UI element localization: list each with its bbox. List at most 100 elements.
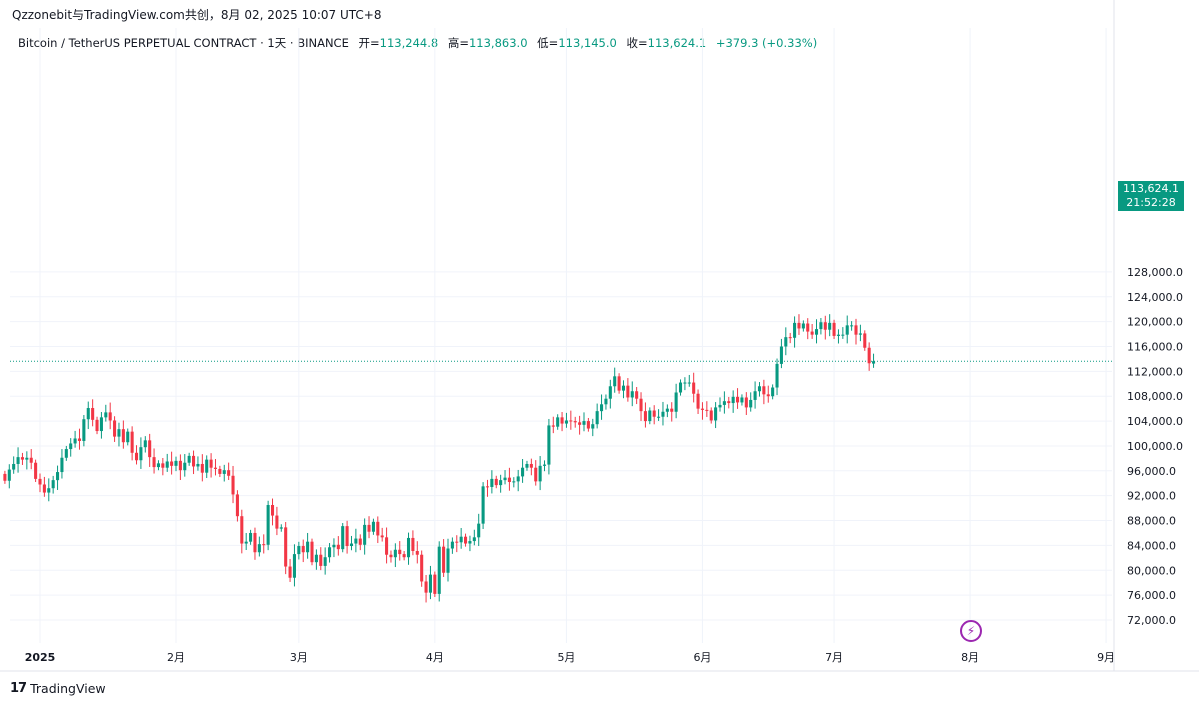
low-value: 113,145.0 bbox=[558, 36, 617, 50]
candle-body bbox=[788, 337, 792, 339]
candle bbox=[121, 420, 125, 449]
candle bbox=[310, 538, 314, 566]
candle-body bbox=[757, 386, 762, 392]
candle bbox=[240, 509, 244, 554]
candle-body bbox=[718, 404, 722, 408]
open-value: 113,244.8 bbox=[379, 36, 439, 50]
candle-body bbox=[749, 399, 753, 408]
candle bbox=[134, 445, 139, 465]
candle bbox=[687, 374, 691, 387]
candle bbox=[872, 353, 876, 368]
candle bbox=[775, 358, 779, 396]
candle bbox=[389, 550, 393, 563]
candle-body bbox=[275, 515, 279, 529]
candle bbox=[556, 414, 560, 430]
candle bbox=[284, 522, 288, 575]
candle-body bbox=[60, 457, 64, 473]
candle bbox=[863, 330, 867, 351]
candle-body bbox=[165, 461, 169, 468]
tradingview-logo[interactable]: 17 TradingView bbox=[10, 681, 106, 696]
y-tick-label: 120,000.0 bbox=[1127, 316, 1183, 329]
candle bbox=[222, 464, 226, 482]
candle-body bbox=[740, 397, 744, 403]
candle-body bbox=[34, 462, 38, 479]
candle bbox=[823, 315, 827, 340]
candle-body bbox=[819, 322, 823, 330]
candle bbox=[481, 482, 485, 529]
candle bbox=[560, 412, 564, 432]
candle bbox=[60, 449, 64, 479]
candle bbox=[512, 477, 516, 488]
candle bbox=[47, 478, 51, 502]
candle-body bbox=[525, 463, 529, 468]
candle bbox=[437, 541, 441, 602]
candle bbox=[753, 381, 757, 409]
y-tick-label: 116,000.0 bbox=[1127, 340, 1183, 353]
candle bbox=[464, 533, 468, 547]
candle bbox=[270, 498, 275, 526]
candle-body bbox=[314, 554, 318, 563]
y-tick-label: 84,000.0 bbox=[1127, 539, 1176, 552]
watermark-header: Qzzonebit与TradingView.com共创，8月 02, 2025 … bbox=[12, 8, 382, 22]
candle bbox=[292, 544, 296, 587]
high-value: 113,863.0 bbox=[468, 36, 528, 50]
candle-body bbox=[205, 459, 209, 473]
candle-body bbox=[705, 409, 709, 411]
candle bbox=[349, 535, 354, 551]
candle bbox=[117, 422, 121, 447]
candle bbox=[490, 470, 494, 494]
candle bbox=[367, 516, 371, 539]
candle bbox=[205, 455, 209, 479]
candle-body bbox=[213, 467, 218, 469]
candle bbox=[178, 454, 182, 481]
candle bbox=[99, 412, 103, 439]
candle bbox=[358, 534, 362, 551]
candle-body bbox=[507, 477, 511, 482]
y-tick-label: 96,000.0 bbox=[1127, 465, 1176, 478]
candle-body bbox=[25, 457, 29, 460]
candle bbox=[736, 388, 740, 409]
y-tick-label: 112,000.0 bbox=[1127, 365, 1183, 378]
candle bbox=[12, 456, 16, 474]
candle-body bbox=[534, 467, 538, 482]
candle bbox=[696, 389, 700, 414]
candle bbox=[174, 456, 178, 472]
axes: 128,000.0 124,000.0 120,000.0 116,000.0 112,… bbox=[0, 0, 1199, 672]
candle bbox=[810, 323, 814, 339]
candle-body bbox=[771, 387, 775, 397]
candle bbox=[420, 550, 424, 587]
candle-body bbox=[472, 537, 476, 542]
candle-body bbox=[678, 382, 683, 393]
candle bbox=[64, 445, 68, 461]
candle bbox=[73, 430, 77, 448]
candle-body bbox=[187, 455, 191, 463]
candle bbox=[428, 565, 432, 600]
symbol-name[interactable]: Bitcoin / TetherUS PERPETUAL CONTRACT · … bbox=[18, 36, 349, 50]
candle bbox=[7, 464, 11, 489]
candle bbox=[415, 541, 419, 564]
candle-body bbox=[766, 394, 770, 397]
candle bbox=[3, 470, 7, 484]
lightning-icon[interactable]: ⚡ bbox=[960, 620, 982, 642]
candle bbox=[262, 534, 266, 554]
candle bbox=[161, 458, 165, 476]
candle-body bbox=[363, 524, 367, 545]
y-tick-label: 72,000.0 bbox=[1127, 614, 1176, 627]
candle-body bbox=[393, 549, 397, 558]
candle bbox=[455, 535, 459, 553]
candle bbox=[468, 535, 472, 552]
candle bbox=[152, 448, 156, 474]
candle-body bbox=[319, 554, 323, 566]
candle-body bbox=[600, 404, 604, 412]
candle-body bbox=[134, 452, 139, 461]
candle-body bbox=[209, 459, 213, 468]
candle bbox=[86, 401, 90, 430]
candle-body bbox=[560, 417, 564, 424]
y-tick-label: 124,000.0 bbox=[1127, 291, 1183, 304]
candle-body bbox=[143, 440, 147, 448]
candle-body bbox=[775, 363, 779, 388]
candle-body bbox=[630, 391, 634, 398]
candle bbox=[385, 527, 389, 564]
x-tick-label: 5月 bbox=[557, 651, 575, 664]
